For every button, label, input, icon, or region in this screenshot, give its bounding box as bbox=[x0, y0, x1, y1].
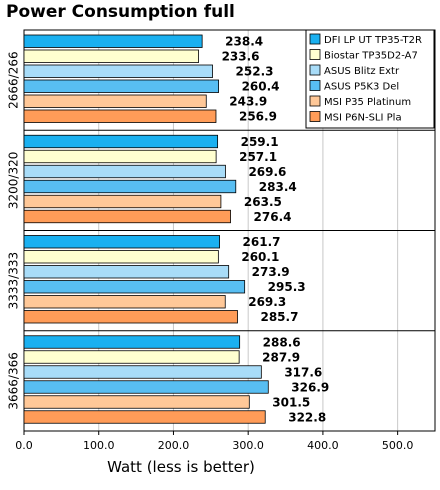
legend-box bbox=[305, 29, 435, 129]
data-label: 252.3 bbox=[236, 65, 274, 79]
data-label: 233.6 bbox=[222, 50, 260, 64]
data-label: 256.9 bbox=[239, 110, 277, 124]
legend-swatch bbox=[309, 95, 321, 107]
chart-title: Power Consumption full bbox=[6, 2, 235, 22]
x-tick-label: 100.0 bbox=[83, 439, 115, 452]
bar bbox=[23, 79, 219, 93]
bar bbox=[23, 395, 250, 409]
legend-label: Biostar TP35D2-A7 bbox=[324, 51, 418, 62]
x-tick-label: 300.0 bbox=[232, 439, 264, 452]
legend-label: MSI P35 Platinum bbox=[324, 97, 411, 108]
data-label: 257.1 bbox=[239, 150, 277, 164]
x-tick-label: 200.0 bbox=[158, 439, 190, 452]
data-label: 301.5 bbox=[272, 395, 310, 409]
legend-label: ASUS P5K3 Del bbox=[324, 82, 399, 93]
category-label: 3200/320 bbox=[7, 152, 21, 210]
data-label: 326.9 bbox=[291, 380, 329, 394]
data-label: 317.6 bbox=[284, 365, 322, 379]
category-label: 3666/366 bbox=[7, 352, 21, 410]
x-tick-label: 400.0 bbox=[307, 439, 339, 452]
data-label: 259.1 bbox=[241, 135, 279, 149]
bar bbox=[23, 380, 269, 394]
bar bbox=[23, 235, 220, 249]
data-label: 288.6 bbox=[263, 335, 301, 349]
x-tick-label: 0.0 bbox=[15, 439, 33, 452]
data-label: 287.9 bbox=[262, 350, 300, 364]
bar bbox=[23, 410, 266, 424]
data-label: 269.6 bbox=[248, 165, 286, 179]
legend-swatch bbox=[309, 64, 321, 76]
data-label: 261.7 bbox=[243, 235, 281, 249]
bar bbox=[23, 34, 203, 48]
bar bbox=[23, 179, 237, 194]
data-label: 260.1 bbox=[241, 250, 279, 264]
data-label: 295.3 bbox=[268, 280, 306, 294]
legend-swatch bbox=[309, 111, 321, 122]
x-tick-label: 500.0 bbox=[382, 439, 414, 452]
bar bbox=[23, 149, 217, 164]
x-axis-title: Watt (less is better) bbox=[107, 458, 255, 476]
bar bbox=[23, 49, 199, 63]
bar bbox=[23, 134, 219, 149]
data-label: 243.9 bbox=[229, 95, 267, 109]
legend-label: ASUS Blitz Extr bbox=[324, 66, 400, 77]
bar bbox=[23, 194, 222, 209]
bar bbox=[23, 310, 238, 324]
data-label: 238.4 bbox=[225, 35, 263, 49]
data-label: 285.7 bbox=[260, 310, 298, 324]
data-label: 273.9 bbox=[252, 265, 290, 279]
bar bbox=[23, 295, 226, 309]
legend-swatch bbox=[309, 49, 321, 60]
bar bbox=[23, 250, 219, 264]
bar bbox=[23, 350, 240, 364]
data-label: 283.4 bbox=[259, 180, 297, 194]
legend-swatch bbox=[309, 80, 321, 91]
legend-label: MSI P6N-SLI Pla bbox=[324, 113, 402, 124]
bar bbox=[23, 164, 226, 179]
bar bbox=[23, 209, 231, 224]
bar bbox=[23, 365, 262, 379]
data-label: 263.5 bbox=[244, 195, 282, 209]
data-label: 269.3 bbox=[248, 295, 286, 309]
bar bbox=[23, 94, 207, 108]
bar bbox=[23, 280, 246, 294]
legend-label: DFI LP UT TP35-T2R bbox=[324, 35, 422, 46]
category-label: 3333/333 bbox=[7, 252, 21, 310]
bar bbox=[23, 109, 217, 123]
data-label: 260.4 bbox=[242, 80, 280, 94]
data-label: 276.4 bbox=[254, 210, 292, 224]
data-label: 322.8 bbox=[288, 410, 326, 424]
legend-swatch bbox=[309, 33, 321, 45]
bar bbox=[23, 335, 241, 349]
category-label: 2666/266 bbox=[7, 51, 21, 109]
bar bbox=[23, 265, 230, 279]
bar bbox=[23, 64, 213, 78]
